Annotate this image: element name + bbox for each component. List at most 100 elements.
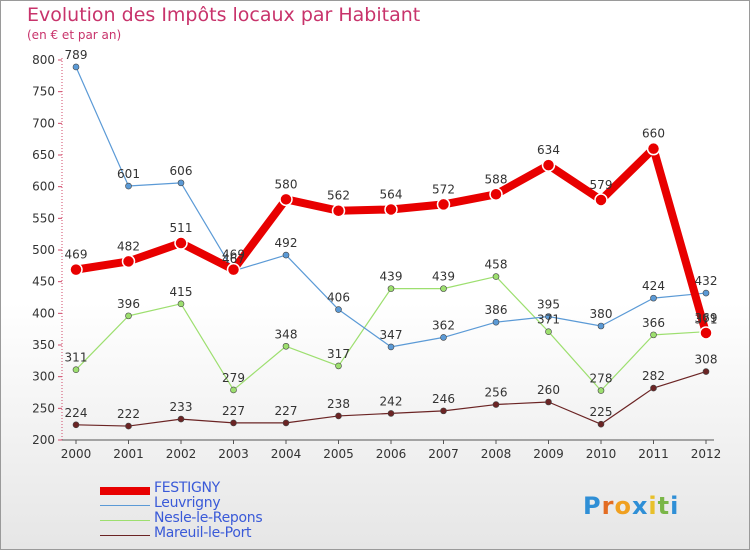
logo-letter: o xyxy=(614,492,632,520)
x-tick-label: 2012 xyxy=(691,447,722,461)
data-label-leuvrigny: 395 xyxy=(537,298,560,312)
data-point-mareuil-le-port xyxy=(72,421,80,429)
data-label-mareuil-le-port: 227 xyxy=(275,404,298,418)
data-label-festigny: 660 xyxy=(642,127,665,141)
data-labels: 469 482 511 469 580 562 564 572 588 634 579 660 369 7… xyxy=(65,48,718,421)
data-label-mareuil-le-port: 233 xyxy=(170,400,193,414)
proxiti-logo: Proxiti xyxy=(583,492,679,520)
logo-letter: x xyxy=(631,492,649,520)
data-point-nesle-le-repons xyxy=(72,366,80,374)
data-point-nesle-le-repons xyxy=(597,387,605,394)
data-label-mareuil-le-port: 282 xyxy=(642,369,665,383)
data-label-nesle-le-repons: 396 xyxy=(117,297,140,311)
data-label-nesle-le-repons: 311 xyxy=(65,351,88,365)
data-label-nesle-le-repons: 439 xyxy=(432,270,455,284)
y-tick-label: 400 xyxy=(32,306,55,320)
data-point-festigny xyxy=(384,202,398,217)
data-point-leuvrigny xyxy=(282,251,290,259)
data-point-leuvrigny xyxy=(597,322,605,330)
data-point-leuvrigny xyxy=(387,343,395,351)
axes: 200 250 300 350 400 450 500 550 600 650 700 750 800 2… xyxy=(32,53,721,461)
legend-label-nesle-le-repons: Nesle-le-Repons xyxy=(154,510,263,526)
chart-title: Evolution des Impôts locaux par Habitant xyxy=(27,4,421,26)
y-tick-label: 650 xyxy=(32,148,55,162)
data-point-leuvrigny xyxy=(335,306,342,313)
data-point-nesle-le-repons xyxy=(492,273,500,280)
data-point-leuvrigny xyxy=(650,294,657,302)
series-points xyxy=(69,63,713,430)
data-label-leuvrigny: 492 xyxy=(275,236,298,250)
data-label-mareuil-le-port: 225 xyxy=(590,405,613,419)
logo-letter: t xyxy=(657,492,671,520)
legend-swatch-festigny xyxy=(100,487,150,495)
data-label-festigny: 511 xyxy=(170,221,193,235)
data-label-leuvrigny: 386 xyxy=(485,303,508,317)
data-label-mareuil-le-port: 227 xyxy=(222,404,245,418)
data-label-mareuil-le-port: 224 xyxy=(65,406,88,420)
data-point-leuvrigny xyxy=(125,182,132,190)
x-tick-label: 2011 xyxy=(638,447,669,461)
data-point-mareuil-le-port xyxy=(177,415,185,423)
data-label-festigny: 369 xyxy=(695,311,718,325)
data-point-mareuil-le-port xyxy=(125,422,132,430)
data-point-mareuil-le-port xyxy=(387,410,395,417)
data-label-leuvrigny: 601 xyxy=(117,167,140,181)
data-point-nesle-le-repons xyxy=(387,285,395,292)
x-tick-label: 2004 xyxy=(271,447,302,461)
data-point-leuvrigny xyxy=(492,318,500,326)
data-point-festigny xyxy=(226,262,241,277)
data-label-mareuil-le-port: 260 xyxy=(537,383,560,397)
data-label-festigny: 562 xyxy=(327,189,350,203)
data-label-festigny: 469 xyxy=(65,248,88,262)
x-tick-label: 2007 xyxy=(428,447,459,461)
x-tick-label: 2005 xyxy=(323,447,354,461)
data-label-nesle-le-repons: 317 xyxy=(327,347,350,361)
legend-label-mareuil-le-port: Mareuil-le-Port xyxy=(154,525,252,541)
data-point-leuvrigny xyxy=(440,334,447,341)
y-tick-label: 250 xyxy=(32,401,55,415)
data-point-leuvrigny xyxy=(545,313,552,320)
y-tick-label: 200 xyxy=(32,433,55,447)
data-label-mareuil-le-port: 246 xyxy=(432,392,455,406)
data-point-nesle-le-repons xyxy=(282,342,290,350)
y-tick-label: 750 xyxy=(32,85,55,99)
data-label-festigny: 579 xyxy=(590,178,613,192)
data-point-festigny xyxy=(121,254,136,269)
logo-letter: i xyxy=(670,492,680,520)
y-tick-label: 550 xyxy=(32,211,55,225)
data-label-leuvrigny: 406 xyxy=(327,291,350,305)
data-label-festigny: 469 xyxy=(222,248,245,262)
data-point-festigny xyxy=(69,262,83,277)
data-point-leuvrigny xyxy=(177,179,185,187)
y-tick-label: 600 xyxy=(32,180,55,194)
data-label-festigny: 564 xyxy=(380,187,403,201)
data-point-festigny xyxy=(489,187,503,202)
data-point-mareuil-le-port xyxy=(702,368,710,375)
data-label-festigny: 580 xyxy=(275,177,298,191)
x-tick-label: 2009 xyxy=(533,447,564,461)
data-point-mareuil-le-port xyxy=(335,412,342,420)
y-tick-label: 700 xyxy=(32,116,55,130)
legend-swatch-nesle-le-repons xyxy=(100,520,150,521)
data-label-mareuil-le-port: 222 xyxy=(117,407,140,421)
data-point-festigny xyxy=(646,141,661,156)
data-point-festigny xyxy=(174,236,188,250)
data-label-leuvrigny: 606 xyxy=(170,164,193,178)
data-label-leuvrigny: 432 xyxy=(695,274,718,288)
data-label-nesle-le-repons: 415 xyxy=(170,285,193,299)
y-tick-label: 350 xyxy=(32,338,55,352)
data-point-mareuil-le-port xyxy=(597,420,605,428)
data-label-festigny: 634 xyxy=(537,143,560,157)
x-tick-label: 2003 xyxy=(218,447,249,461)
data-label-leuvrigny: 789 xyxy=(65,48,88,62)
data-point-leuvrigny xyxy=(702,289,710,297)
data-point-mareuil-le-port xyxy=(440,407,447,415)
data-label-festigny: 588 xyxy=(485,172,508,186)
x-tick-label: 2002 xyxy=(166,447,197,461)
data-point-mareuil-le-port xyxy=(282,419,290,427)
data-label-mareuil-le-port: 256 xyxy=(485,386,508,400)
data-label-nesle-le-repons: 371 xyxy=(537,313,560,327)
logo-letter: P xyxy=(583,492,602,520)
data-label-nesle-le-repons: 458 xyxy=(485,258,508,272)
